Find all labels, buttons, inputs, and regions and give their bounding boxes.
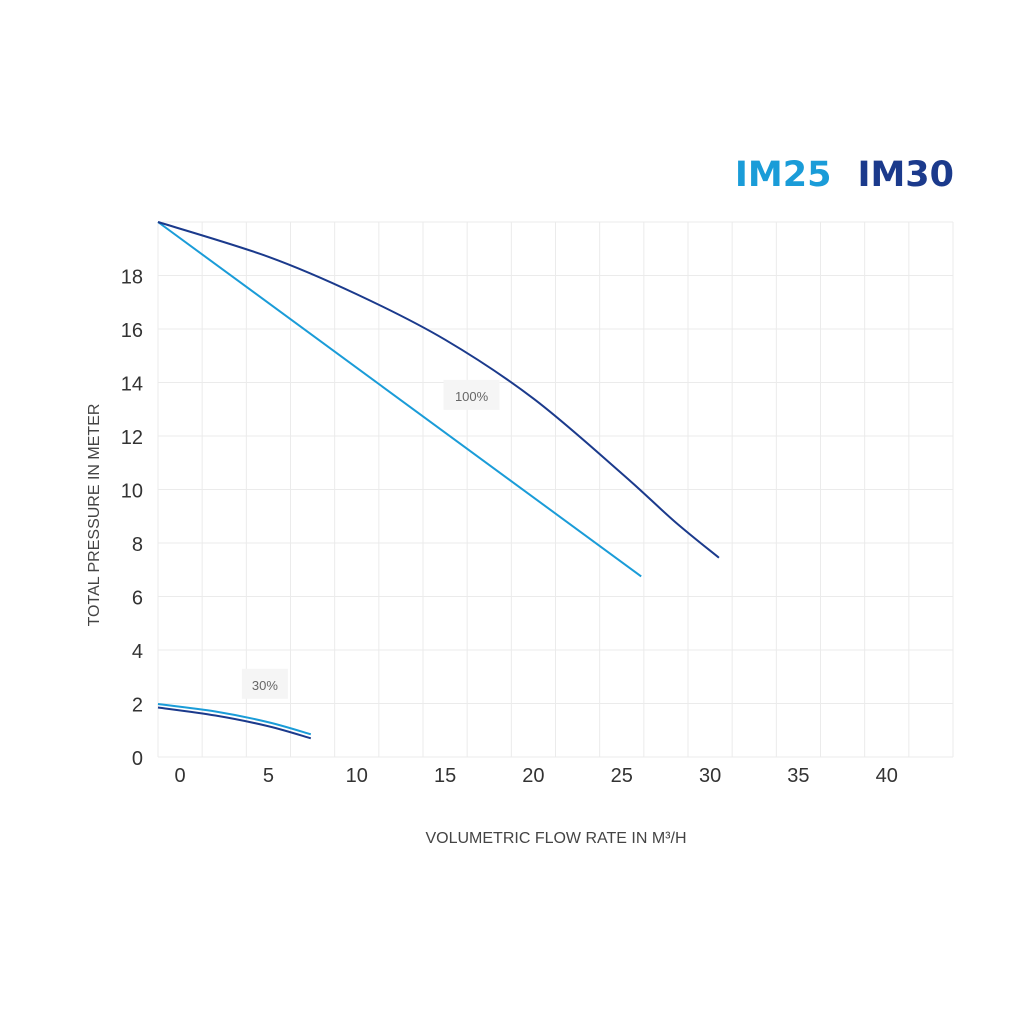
y-tick-label: 2 [132, 695, 143, 717]
x-tick-label: 25 [611, 765, 633, 787]
annotation-box [241, 668, 288, 699]
series-line-im25-100pct [157, 221, 642, 578]
y-tick-label: 0 [132, 748, 143, 770]
y-tick-label: 16 [121, 320, 143, 342]
y-tick-label: 6 [132, 588, 143, 610]
legend-im30: IM30 [857, 155, 954, 195]
annotation-box [443, 379, 500, 410]
x-tick-label: 20 [522, 765, 544, 787]
y-tick-label: 4 [132, 641, 143, 663]
legend: IM25 IM30 [735, 155, 954, 195]
series-line-im25-30pct [157, 703, 312, 736]
x-tick-label: 5 [263, 765, 274, 787]
y-axis-label: TOTAL PRESSURE IN METER [86, 404, 103, 627]
series-line-im30-30pct [157, 706, 312, 740]
x-tick-label: 0 [175, 765, 186, 787]
y-tick-label: 8 [132, 534, 143, 556]
y-tick-label: 10 [121, 481, 143, 503]
annotation-label: 100% [455, 389, 489, 404]
x-tick-label: 40 [876, 765, 898, 787]
series-line-im30-100pct [157, 221, 720, 559]
x-tick-label: 15 [434, 765, 456, 787]
y-tick-label: 18 [121, 267, 143, 289]
annotation-label: 30% [252, 678, 278, 693]
x-tick-label: 30 [699, 765, 721, 787]
y-tick-label: 14 [121, 374, 143, 396]
x-axis-label: VOLUMETRIC FLOW RATE IN M³/H [425, 830, 686, 847]
x-tick-label: 35 [787, 765, 809, 787]
legend-im25: IM25 [734, 155, 832, 195]
y-tick-label: 12 [121, 427, 143, 449]
x-tick-label: 10 [346, 765, 368, 787]
